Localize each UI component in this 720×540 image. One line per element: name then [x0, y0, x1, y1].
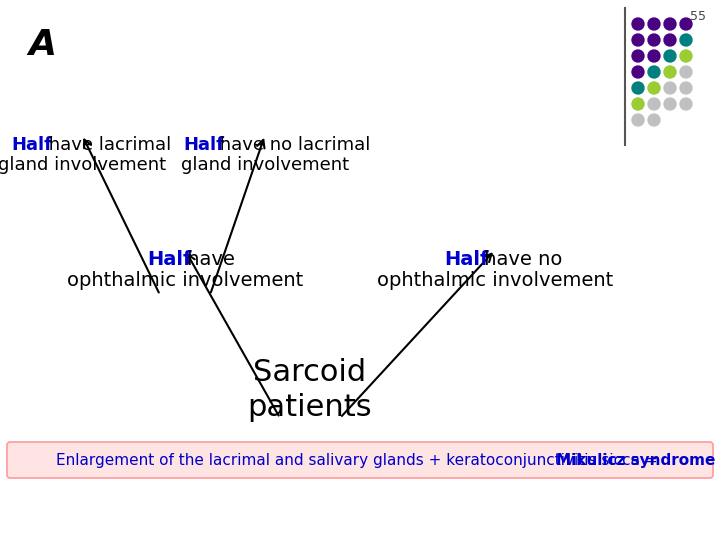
Text: Half: Half [445, 249, 489, 268]
Circle shape [664, 50, 676, 62]
Circle shape [632, 98, 644, 110]
Circle shape [664, 82, 676, 94]
Text: Half: Half [12, 136, 53, 154]
Text: gland involvement: gland involvement [0, 156, 166, 174]
Circle shape [648, 34, 660, 46]
Text: A: A [28, 28, 56, 62]
Circle shape [648, 82, 660, 94]
Circle shape [680, 34, 692, 46]
Circle shape [664, 34, 676, 46]
Text: have lacrimal: have lacrimal [43, 136, 171, 154]
Circle shape [632, 50, 644, 62]
Text: Half: Half [183, 136, 224, 154]
Circle shape [664, 98, 676, 110]
Circle shape [648, 66, 660, 78]
Circle shape [632, 18, 644, 30]
Circle shape [680, 82, 692, 94]
Text: 55: 55 [690, 10, 706, 23]
FancyBboxPatch shape [7, 442, 713, 478]
Circle shape [680, 50, 692, 62]
Circle shape [632, 66, 644, 78]
Circle shape [648, 50, 660, 62]
Text: ophthalmic involvement: ophthalmic involvement [67, 271, 303, 291]
Circle shape [664, 18, 676, 30]
Text: ophthalmic involvement: ophthalmic involvement [377, 271, 613, 291]
Text: gland involvement: gland involvement [181, 156, 349, 174]
Text: Enlargement of the lacrimal and salivary glands + keratoconjunctivitis sicca =: Enlargement of the lacrimal and salivary… [56, 453, 663, 468]
Circle shape [648, 18, 660, 30]
Text: Mikulicz syndrome: Mikulicz syndrome [556, 453, 716, 468]
Text: Sarcoid
patients: Sarcoid patients [248, 357, 372, 422]
Circle shape [680, 66, 692, 78]
Circle shape [680, 98, 692, 110]
Text: have no: have no [478, 249, 562, 268]
Circle shape [680, 18, 692, 30]
Circle shape [664, 66, 676, 78]
Circle shape [632, 114, 644, 126]
Circle shape [648, 114, 660, 126]
Circle shape [632, 82, 644, 94]
Text: have no lacrimal: have no lacrimal [215, 136, 371, 154]
Circle shape [632, 34, 644, 46]
Text: have: have [181, 249, 235, 268]
Text: Half: Half [147, 249, 192, 268]
Circle shape [648, 98, 660, 110]
